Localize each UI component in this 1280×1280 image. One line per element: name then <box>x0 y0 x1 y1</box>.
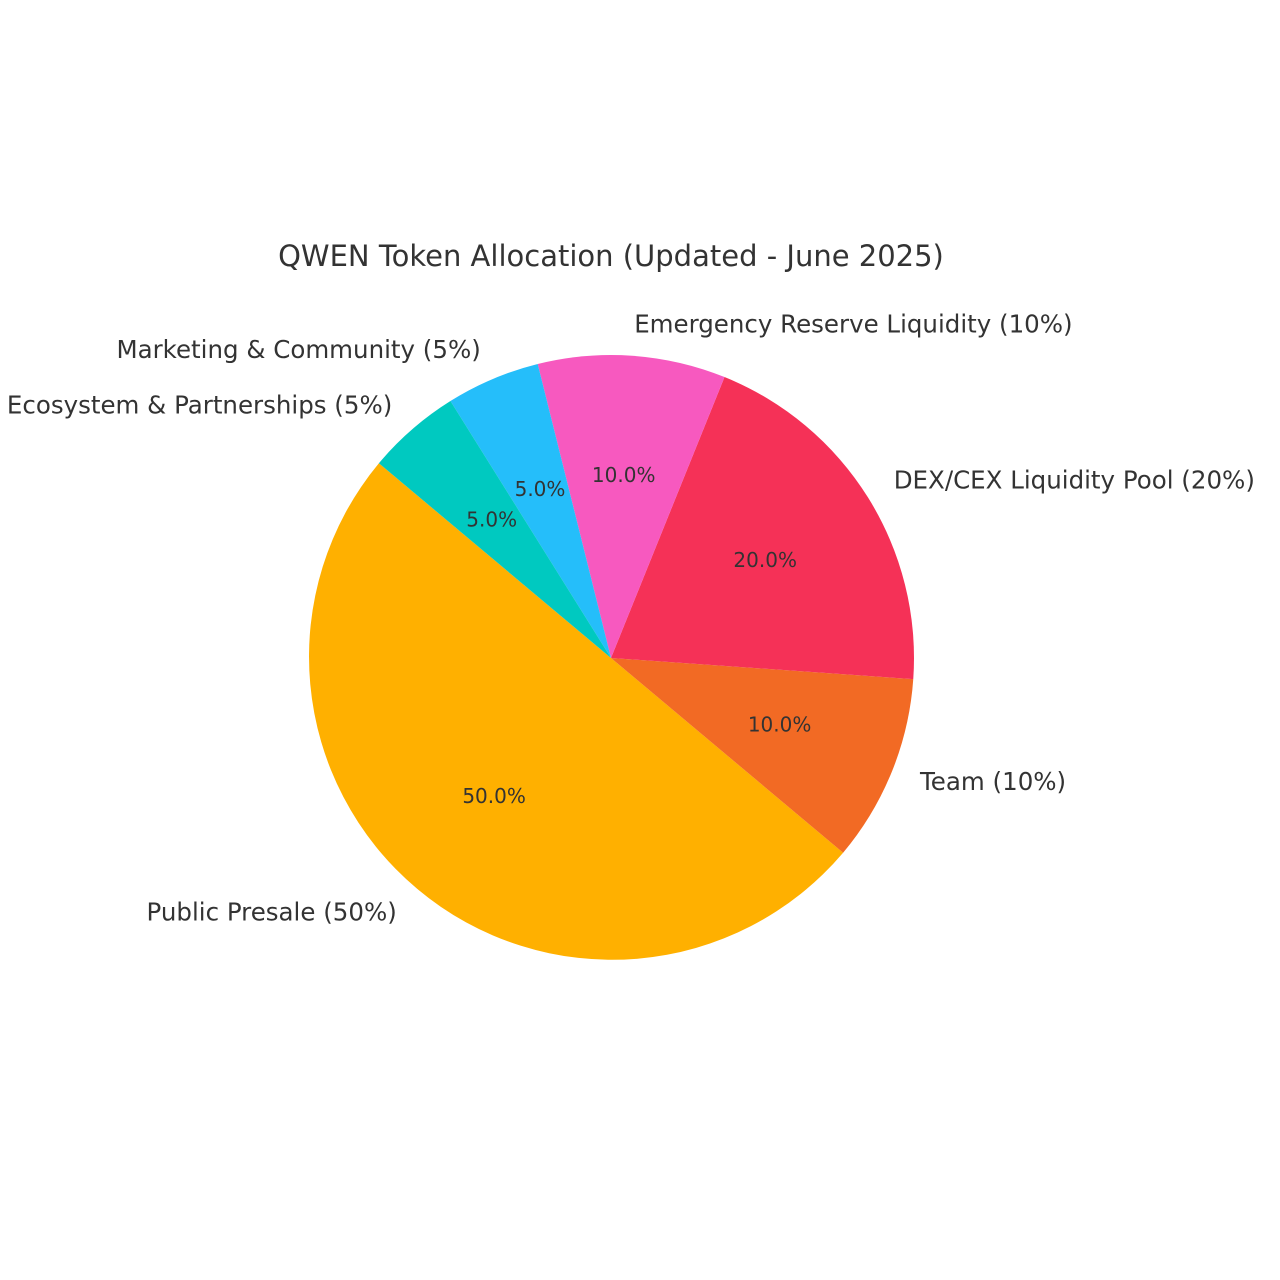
percent-label: 50.0% <box>462 784 526 808</box>
slice-public-presale-50 <box>309 463 844 960</box>
percent-label: 10.0% <box>592 463 656 487</box>
slice-label-emergency-reserve-liquidity-10: Emergency Reserve Liquidity (10%) <box>634 310 1072 339</box>
slice-dex-cex-liquidity-pool-20 <box>611 377 914 680</box>
slice-team-10 <box>611 658 914 853</box>
slice-labels: Public Presale (50%) Team (10%) DEX/CEX Li… <box>7 310 1255 927</box>
percent-label: 5.0% <box>515 477 566 501</box>
percent-label: 5.0% <box>466 507 517 531</box>
slice-label-ecosystem-partnerships-5: Ecosystem & Partnerships (5%) <box>7 391 392 420</box>
chart-title: QWEN Token Allocation (Updated - June 20… <box>278 239 944 273</box>
slice-ecosystem-partnerships-5 <box>378 401 611 658</box>
slice-label-public-presale-50: Public Presale (50%) <box>147 897 397 926</box>
percent-labels: 50.0% 10.0% 20.0% 10.0% 5.0% 5.0% <box>462 463 811 808</box>
slice-emergency-reserve-liquidity-10 <box>537 354 725 658</box>
pie-slices <box>309 354 914 960</box>
slice-label-dex-cex-liquidity-pool-20: DEX/CEX Liquidity Pool (20%) <box>894 465 1255 494</box>
slice-marketing-community-5 <box>450 364 611 658</box>
percent-label: 20.0% <box>733 548 797 572</box>
slice-label-marketing-community-5: Marketing & Community (5%) <box>116 335 480 364</box>
percent-label: 10.0% <box>748 713 812 737</box>
slice-label-team-10: Team (10%) <box>919 767 1066 796</box>
